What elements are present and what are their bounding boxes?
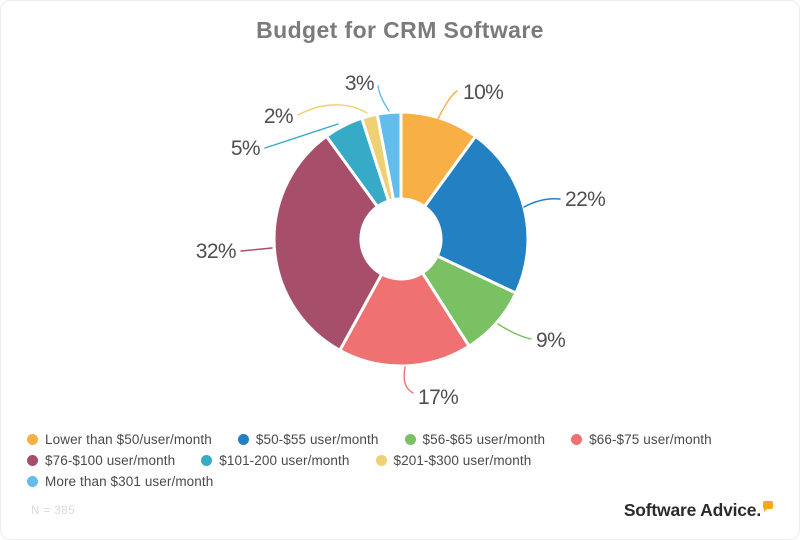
- pie-slice-4: [272, 134, 384, 352]
- pie-slice-value-label-5: 5%: [231, 137, 260, 160]
- pie-callout-line-1: [523, 198, 561, 208]
- pie-callout-line-3: [403, 366, 414, 394]
- legend-item-5: $101-200 user/month: [201, 453, 349, 468]
- legend-label: $76-$100 user/month: [45, 453, 176, 468]
- pie-slice-value-label-2: 9%: [536, 329, 565, 352]
- legend-label: More than $301 user/month: [45, 474, 214, 489]
- pie-slice-value-label-6: 2%: [264, 105, 293, 128]
- sample-size-note: N = 385: [31, 505, 76, 517]
- legend-label: $101-200 user/month: [219, 453, 350, 468]
- brand-logo: Software Advice.: [624, 500, 773, 521]
- pie-slice-1: [423, 134, 530, 295]
- pie-callout-line-7: [377, 85, 390, 112]
- speech-bubble-icon: [763, 501, 773, 512]
- legend-swatch-icon: [27, 434, 38, 445]
- legend-item-3: $66-$75 user/month: [571, 432, 712, 447]
- legend-item-4: $76-$100 user/month: [27, 453, 175, 468]
- pie-slice-0: [399, 110, 478, 209]
- legend-label: $201-$300 user/month: [393, 453, 532, 468]
- pie-slice-value-label-3: 17%: [418, 386, 458, 409]
- legend-item-1: $50-$55 user/month: [237, 432, 379, 447]
- chart-legend: Lower than $50/user/month $50-$55 user/mo…: [27, 432, 787, 489]
- legend-row: Lower than $50/user/month $50-$55 user/mo…: [27, 432, 787, 447]
- legend-swatch-icon: [375, 455, 387, 466]
- legend-swatch-icon: [571, 434, 583, 445]
- legend-label: $56-$65 user/month: [422, 432, 546, 447]
- pie-callout-line-5: [264, 123, 339, 149]
- legend-swatch-icon: [237, 434, 249, 445]
- legend-swatch-icon: [27, 476, 38, 487]
- brand-text: Software Advice.: [623, 500, 761, 520]
- pie-slice-value-label-1: 22%: [565, 188, 605, 211]
- legend-row: $76-$100 user/month $101-200 user/month $2…: [27, 453, 787, 468]
- legend-label: $66-$75 user/month: [589, 432, 712, 447]
- pie-slice-3: [338, 271, 471, 368]
- pie-callout-line-2: [497, 323, 532, 340]
- legend-swatch-icon: [27, 455, 38, 466]
- pie-callout-line-4: [240, 247, 273, 252]
- pie-slice-6: [360, 112, 395, 203]
- pie-callout-line-6: [297, 104, 368, 116]
- chart-title: Budget for CRM Software: [256, 17, 544, 43]
- pie-slice-5: [324, 116, 391, 209]
- legend-swatch-icon: [404, 434, 416, 445]
- legend-label: Lower than $50/user/month: [45, 432, 212, 447]
- pie-slice-value-label-0: 10%: [463, 81, 503, 104]
- pie-slice-value-label-7: 3%: [345, 72, 374, 95]
- pie-callout-line-0: [437, 90, 458, 120]
- legend-label: $50-$55 user/month: [255, 432, 379, 447]
- legend-item-7: More than $301 user/month: [27, 474, 213, 489]
- pie-slice-7: [375, 110, 403, 202]
- legend-item-2: $56-$65 user/month: [404, 432, 546, 447]
- legend-swatch-icon: [201, 455, 213, 466]
- pie-slice-value-label-4: 32%: [196, 240, 236, 263]
- legend-row: More than $301 user/month: [27, 474, 787, 489]
- legend-item-6: $201-$300 user/month: [375, 453, 532, 468]
- pie-slice-2: [420, 254, 518, 348]
- legend-item-0: Lower than $50/user/month: [27, 432, 212, 447]
